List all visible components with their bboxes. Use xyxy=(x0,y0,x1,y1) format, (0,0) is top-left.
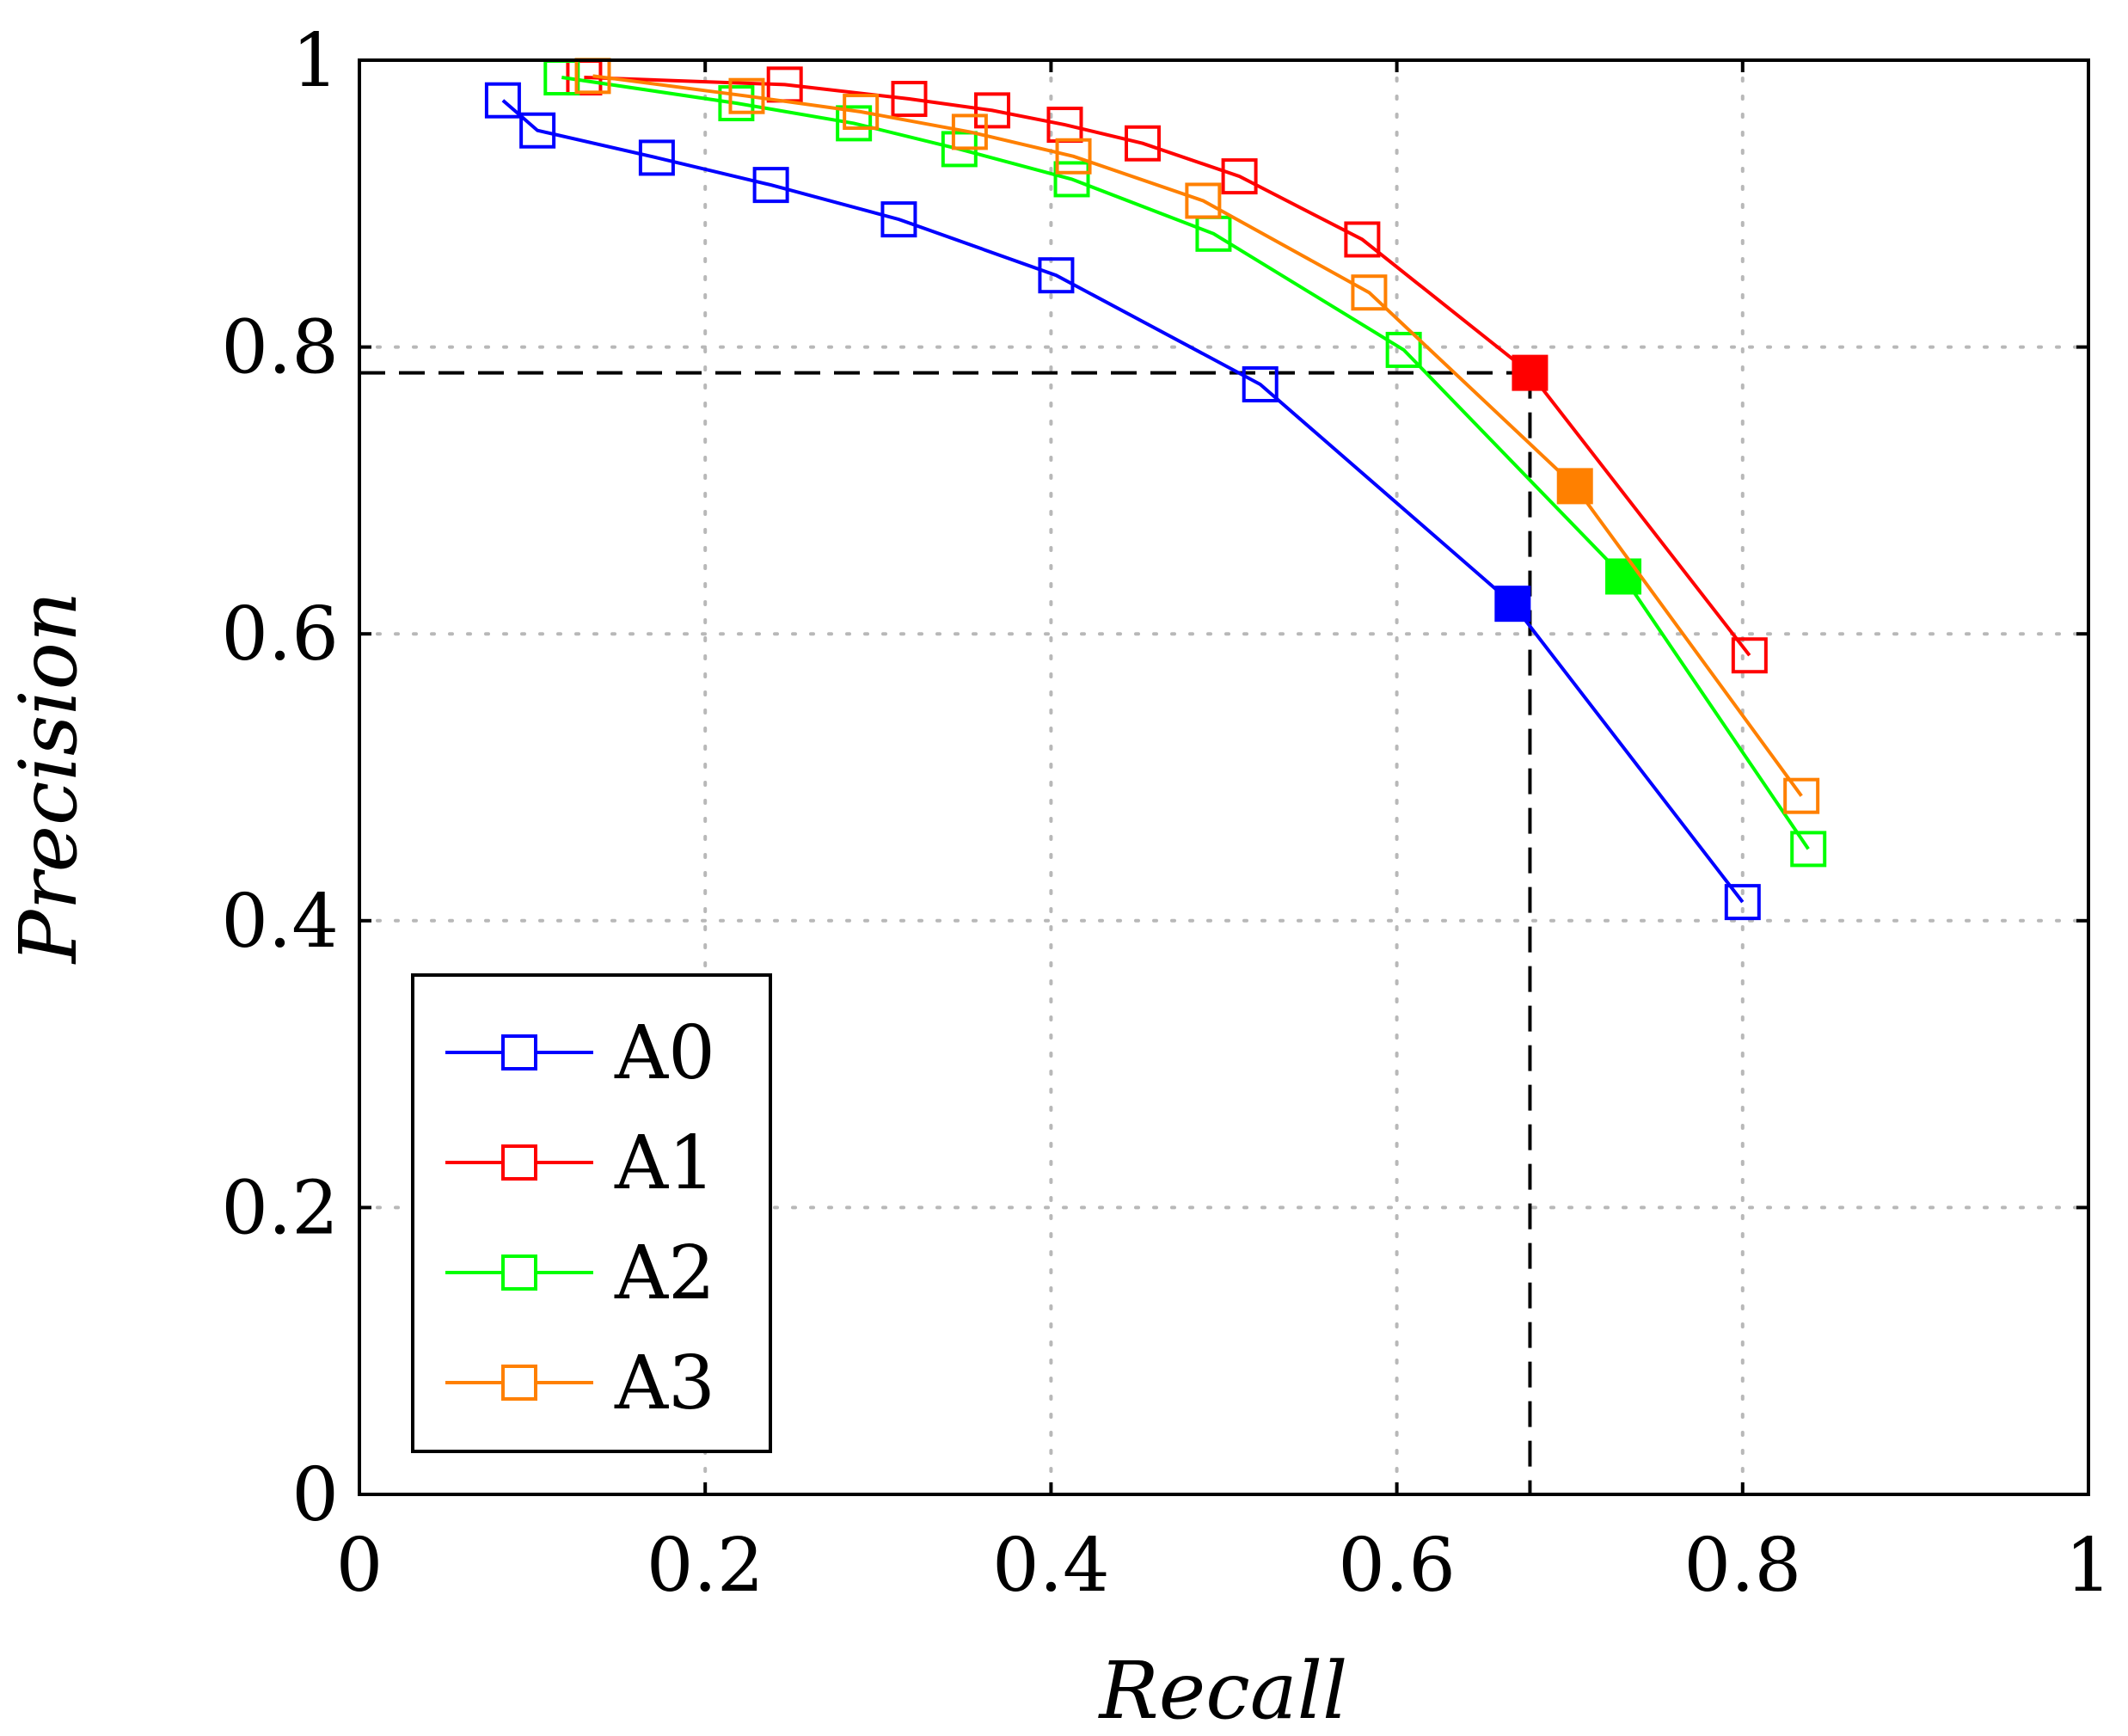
legend-marker-A3 xyxy=(503,1366,536,1399)
y-axis-title: Precision xyxy=(3,592,95,966)
y-tick-label: 0.8 xyxy=(221,305,339,391)
legend-label-A2: A2 xyxy=(614,1230,715,1316)
legend-marker-A0 xyxy=(503,1036,536,1069)
y-tick-label: 0 xyxy=(291,1452,339,1538)
legend-label-A1: A1 xyxy=(614,1120,715,1206)
legend-marker-A1 xyxy=(503,1146,536,1179)
y-tick-label: 0.2 xyxy=(221,1165,339,1251)
y-tick-label: 0.4 xyxy=(221,879,339,965)
y-tick-label: 1 xyxy=(291,18,339,104)
legend: A0 A1 A2 A3 xyxy=(413,975,770,1451)
x-tick-label: 0.4 xyxy=(992,1523,1110,1609)
highlighted-point-A3 xyxy=(1559,469,1591,502)
series-line-A0 xyxy=(503,101,1743,902)
data-point-A2 xyxy=(1792,832,1824,865)
y-tick-label: 0.6 xyxy=(221,592,339,678)
x-tick-label: 0.8 xyxy=(1683,1523,1801,1609)
x-axis-title: Recall xyxy=(1098,1645,1348,1736)
legend-label-A3: A3 xyxy=(614,1340,715,1426)
data-point-A1 xyxy=(1733,639,1766,672)
legend-label-A0: A0 xyxy=(614,1010,715,1096)
series-A2 xyxy=(545,61,1824,865)
x-tick-label: 0 xyxy=(336,1523,383,1609)
precision-recall-chart: 0 0.2 0.4 0.6 0.8 1 0 0.2 0.4 0.6 0.8 1 Recall Prec… xyxy=(0,0,2128,1736)
highlighted-point-A2 xyxy=(1607,560,1640,592)
series-A3 xyxy=(576,59,1818,812)
legend-box xyxy=(413,975,770,1451)
series-line-A1 xyxy=(584,77,1749,655)
legend-marker-A2 xyxy=(503,1256,536,1289)
x-tick-label: 0.2 xyxy=(647,1523,764,1609)
data-series xyxy=(487,59,1824,918)
x-tick-label: 0.6 xyxy=(1338,1523,1456,1609)
highlighted-point-A0 xyxy=(1496,587,1529,620)
series-A1 xyxy=(567,61,1765,672)
x-tick-label: 1 xyxy=(2065,1523,2113,1609)
highlighted-point-A1 xyxy=(1513,357,1546,390)
